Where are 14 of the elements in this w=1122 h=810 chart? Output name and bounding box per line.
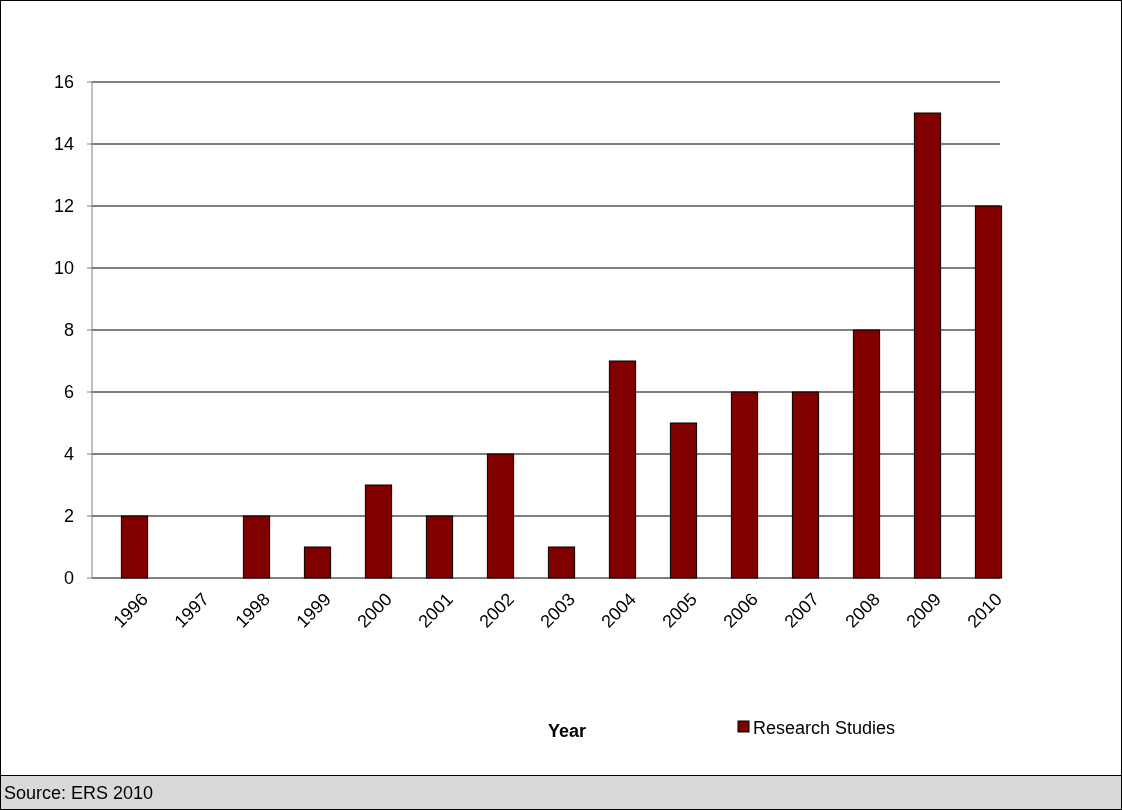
y-tick-label: 4 xyxy=(63,444,74,465)
source-note: Source: ERS 2010 xyxy=(4,783,154,804)
legend-label: Research Studies xyxy=(753,718,896,739)
y-tick-label: 8 xyxy=(63,320,74,341)
bar xyxy=(303,546,332,579)
x-axis-title: Year xyxy=(547,721,587,741)
y-tick-label: 14 xyxy=(53,134,74,155)
y-tick-label: 16 xyxy=(53,72,74,93)
y-tick-label: 12 xyxy=(53,196,74,217)
bar xyxy=(547,546,576,579)
y-tick-label: 6 xyxy=(63,382,74,403)
y-tick-label: 0 xyxy=(63,568,74,589)
y-tick-label: 10 xyxy=(53,258,74,279)
y-tick-label: 2 xyxy=(63,506,74,527)
